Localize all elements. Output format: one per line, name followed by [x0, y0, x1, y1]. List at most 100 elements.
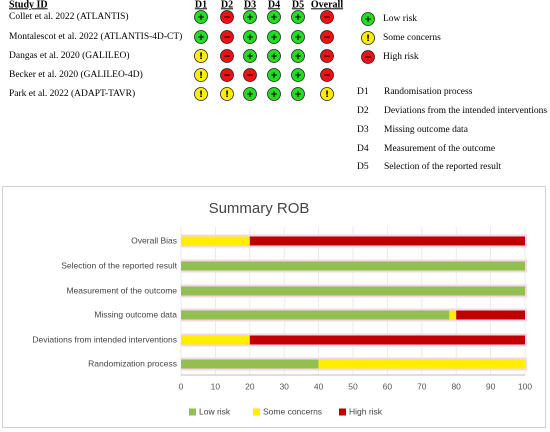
- overall-high-icon-circle: [320, 10, 334, 24]
- bar-segment: [249, 335, 526, 345]
- domain-legend-label: Randomisation process: [384, 87, 473, 97]
- bar-segment: [456, 310, 525, 320]
- judgement-low-icon-symbol: +: [246, 90, 254, 100]
- judgement-high-icon-symbol: −: [223, 71, 231, 81]
- x-tick-label: 0: [179, 381, 184, 391]
- legend-high-label: High risk: [383, 52, 419, 62]
- domain-header-d3: D3: [244, 0, 256, 10]
- judgement-low-icon-circle: [194, 30, 208, 44]
- judgement-high-icon-circle: [220, 10, 234, 24]
- judgement-low-icon: +: [267, 30, 281, 44]
- x-tick-label: 10: [211, 381, 221, 391]
- overall-high-icon: −: [320, 30, 334, 44]
- overall-high-icon-symbol: −: [323, 71, 331, 81]
- judgement-low-icon-symbol: +: [246, 33, 254, 43]
- legend-label: Some concerns: [263, 406, 322, 416]
- legend-some-label: Some concerns: [383, 33, 441, 43]
- domain-legend-code: D4: [357, 144, 369, 154]
- x-tick-label: 90: [486, 381, 496, 391]
- judgement-some-icon: !: [194, 68, 208, 82]
- legend-low-icon-symbol: +: [364, 15, 372, 25]
- judgement-low-icon-circle: [267, 30, 281, 44]
- judgement-some-icon-symbol: !: [199, 90, 203, 100]
- judgement-low-icon-circle: [243, 30, 257, 44]
- overall-header: Overall: [311, 0, 343, 10]
- overall-high-icon: −: [320, 49, 334, 63]
- domain-legend-label: Missing outcome data: [384, 125, 469, 135]
- judgement-some-icon-circle: [194, 87, 208, 101]
- category-label: Overall Bias: [131, 235, 177, 245]
- judgement-high-icon-circle: [243, 68, 257, 82]
- x-tick-label: 30: [279, 381, 289, 391]
- x-tick-label: 80: [451, 381, 461, 391]
- overall-high-icon: −: [320, 10, 334, 24]
- judgement-some-icon-symbol: !: [199, 52, 203, 62]
- domain-legend-code: D5: [357, 162, 369, 172]
- domain-legend-label: Measurement of the outcome: [384, 143, 495, 154]
- judgement-low-icon-circle: [194, 10, 208, 24]
- judgement-low-icon: +: [243, 49, 257, 63]
- legend-swatch: [189, 408, 196, 416]
- category-label: Selection of the reported result: [61, 260, 177, 270]
- legend-swatch: [339, 408, 346, 416]
- overall-high-icon-circle: [320, 68, 334, 82]
- judgement-low-icon: +: [267, 68, 281, 82]
- judgement-low-icon: +: [291, 68, 305, 82]
- judgement-high-icon: −: [243, 68, 257, 82]
- overall-high-icon-symbol: −: [323, 52, 331, 62]
- judgement-high-icon-circle: [220, 30, 234, 44]
- study-name: Montalescot et al. 2022 (ATLANTIS-4D-CT): [9, 31, 182, 42]
- judgement-low-icon: +: [267, 87, 281, 101]
- judgement-low-icon: +: [267, 10, 281, 24]
- judgement-low-icon-circle: [291, 10, 305, 24]
- judgement-low-icon-circle: [291, 87, 305, 101]
- domain-legend-code: D3: [357, 125, 369, 135]
- judgement-low-icon-symbol: +: [294, 71, 302, 81]
- overall-some-icon-circle: [320, 87, 334, 101]
- bar-segment: [181, 335, 250, 345]
- bar-segment: [181, 236, 250, 246]
- judgement-low-icon: +: [291, 49, 305, 63]
- overall-high-icon-circle: [320, 49, 334, 63]
- x-tick-label: 100: [518, 381, 532, 391]
- judgement-low-icon: +: [243, 10, 257, 24]
- study-name: Collet et al. 2022 (ATLANTIS): [9, 11, 129, 22]
- bar-segment: [318, 359, 525, 369]
- overall-some-icon: !: [320, 87, 334, 101]
- judgement-low-icon-circle: [267, 49, 281, 63]
- domain-header-d2: D2: [221, 0, 233, 10]
- judgement-low-icon: +: [267, 49, 281, 63]
- judgement-low-icon-circle: [267, 10, 281, 24]
- judgement-some-icon: !: [194, 87, 208, 101]
- bar-segment: [181, 310, 450, 320]
- domain-legend-code: D1: [357, 87, 369, 97]
- bar-segment: [181, 359, 319, 369]
- legend-swatch: [253, 408, 260, 416]
- legend-some-icon: !: [361, 31, 375, 45]
- legend-some-icon-symbol: !: [366, 34, 370, 44]
- domain-header-d1: D1: [195, 0, 207, 10]
- judgement-some-icon-circle: [220, 87, 234, 101]
- judgement-low-icon-circle: [267, 87, 281, 101]
- judgement-low-icon: +: [291, 87, 305, 101]
- judgement-low-icon-circle: [291, 68, 305, 82]
- judgement-low-icon-circle: [243, 87, 257, 101]
- bar-segment: [449, 310, 457, 320]
- judgement-low-icon-symbol: +: [294, 90, 302, 100]
- category-label: Deviations from intended interventions: [32, 334, 177, 344]
- chart-title: Summary ROB: [209, 200, 310, 217]
- judgement-some-icon-circle: [194, 68, 208, 82]
- legend-high-icon: −: [361, 50, 375, 64]
- x-tick-label: 50: [348, 381, 358, 391]
- judgement-high-icon: −: [220, 68, 234, 82]
- overall-high-icon: −: [320, 68, 334, 82]
- legend-low-label: Low risk: [383, 14, 417, 24]
- judgement-some-icon: !: [194, 49, 208, 63]
- category-label: Randomization process: [88, 358, 177, 368]
- judgement-low-icon-circle: [243, 10, 257, 24]
- judgement-low-icon-circle: [291, 49, 305, 63]
- study-name: Park et al. 2022 (ADAPT-TAVR): [9, 88, 135, 99]
- judgement-some-icon-circle: [194, 49, 208, 63]
- summary-rob-chart: Summary ROB Overall Bias Selection of the …: [2, 186, 546, 428]
- judgement-low-icon-symbol: +: [270, 52, 278, 62]
